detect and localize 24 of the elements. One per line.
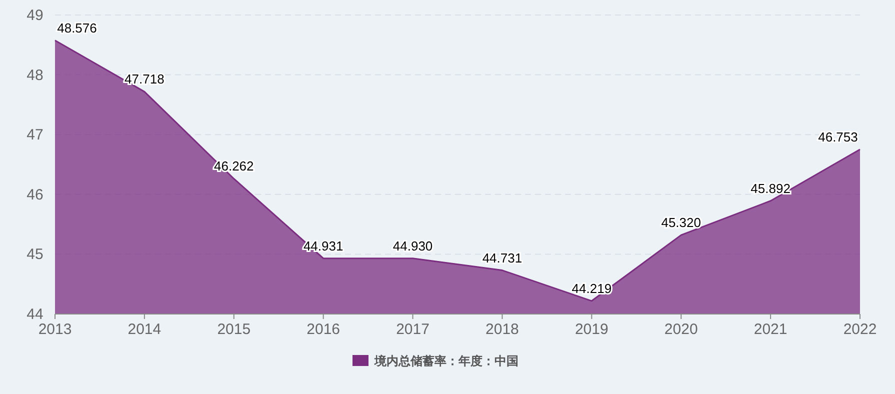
x-tick-label: 2017 [396, 321, 430, 338]
x-tick-label: 2013 [38, 321, 72, 338]
x-tick-label: 2022 [843, 321, 877, 338]
data-label: 44.731 [482, 250, 522, 266]
x-tick-label: 2021 [754, 321, 788, 338]
data-label: 45.320 [661, 215, 701, 230]
data-label: 47.718 [124, 72, 164, 87]
y-tick-label: 48 [26, 66, 44, 84]
x-tick-label: 2019 [574, 321, 608, 338]
x-tick-label: 2016 [306, 321, 340, 338]
data-label: 45.892 [750, 180, 790, 196]
data-label: 48.576 [57, 20, 97, 36]
legend-label: 境内总储蓄率：年度：中国 [374, 354, 518, 368]
x-tick-label: 2020 [664, 321, 698, 338]
y-tick-label: 45 [26, 246, 44, 264]
x-tick-label: 2014 [128, 321, 162, 338]
data-label: 46.753 [818, 129, 858, 144]
x-tick-label: 2018 [486, 321, 519, 338]
y-tick-label: 47 [26, 126, 44, 144]
y-tick-label: 49 [26, 7, 44, 24]
data-label: 44.930 [392, 238, 433, 254]
x-tick-label: 2015 [217, 321, 251, 338]
y-tick-label: 44 [26, 306, 44, 323]
y-tick-label: 46 [26, 186, 44, 204]
